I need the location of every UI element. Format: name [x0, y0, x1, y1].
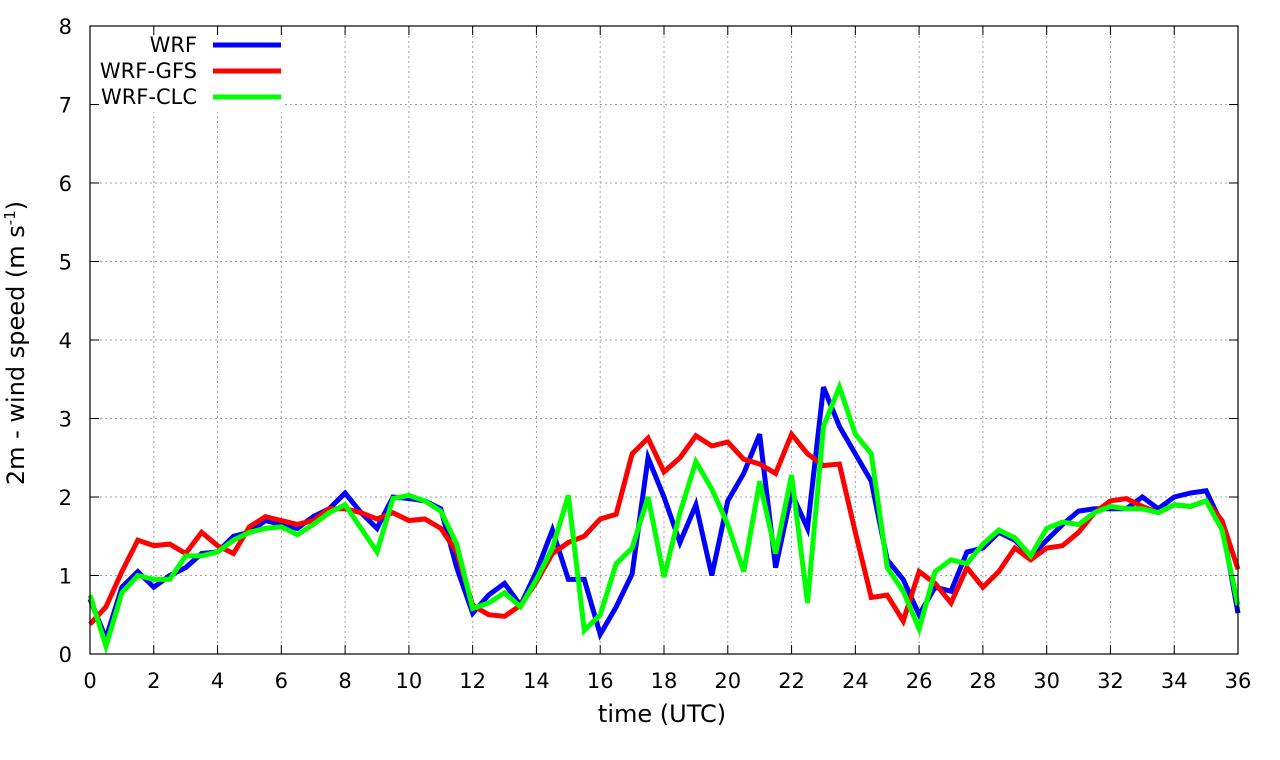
x-tick-label: 4: [211, 669, 224, 693]
x-tick-label: 34: [1161, 669, 1188, 693]
x-tick-label: 0: [83, 669, 96, 693]
x-tick-label: 10: [396, 669, 423, 693]
y-axis-label: 2m - wind speed (m s-1): [1, 201, 30, 485]
y-tick-label: 7: [59, 94, 72, 118]
x-tick-label: 28: [970, 669, 997, 693]
x-tick-label: 2: [147, 669, 160, 693]
x-tick-label: 12: [459, 669, 486, 693]
y-tick-label: 4: [59, 329, 72, 353]
y-tick-label: 6: [59, 172, 72, 196]
y-tick-label: 0: [59, 643, 72, 667]
x-axis-label: time (UTC): [598, 700, 726, 728]
y-tick-label: 5: [59, 251, 72, 275]
series-line-wrf-gfs: [88, 429, 1241, 627]
x-tick-label: 14: [523, 669, 550, 693]
y-axis-label-close: ): [2, 201, 30, 210]
y-tick-label: 1: [59, 565, 72, 589]
x-tick-label: 20: [714, 669, 741, 693]
legend-label-wrf-gfs: WRF-GFS: [100, 59, 197, 83]
y-axis-label-main: 2m - wind speed (m s: [2, 225, 30, 485]
grid-layer: [90, 26, 1238, 654]
x-tick-label: 16: [587, 669, 614, 693]
x-tick-label: 6: [275, 669, 288, 693]
x-tick-label: 8: [338, 669, 351, 693]
y-axis-label-superscript: -1: [1, 210, 19, 225]
x-tick-label: 22: [778, 669, 805, 693]
x-tick-label: 36: [1225, 669, 1252, 693]
series-layer: [87, 379, 1241, 655]
y-tick-label: 8: [59, 15, 72, 39]
x-tick-label: 32: [1097, 669, 1124, 693]
series-line-wrf-clc: [87, 379, 1241, 655]
x-tick-label: 18: [651, 669, 678, 693]
legend-label-wrf: WRF: [150, 33, 197, 57]
x-tick-label: 24: [842, 669, 869, 693]
y-tick-label: 3: [59, 408, 72, 432]
legend-label-wrf-clc: WRF-CLC: [101, 85, 197, 109]
x-tick-label: 26: [906, 669, 933, 693]
y-tick-label: 2: [59, 486, 72, 510]
x-tick-label: 30: [1033, 669, 1060, 693]
